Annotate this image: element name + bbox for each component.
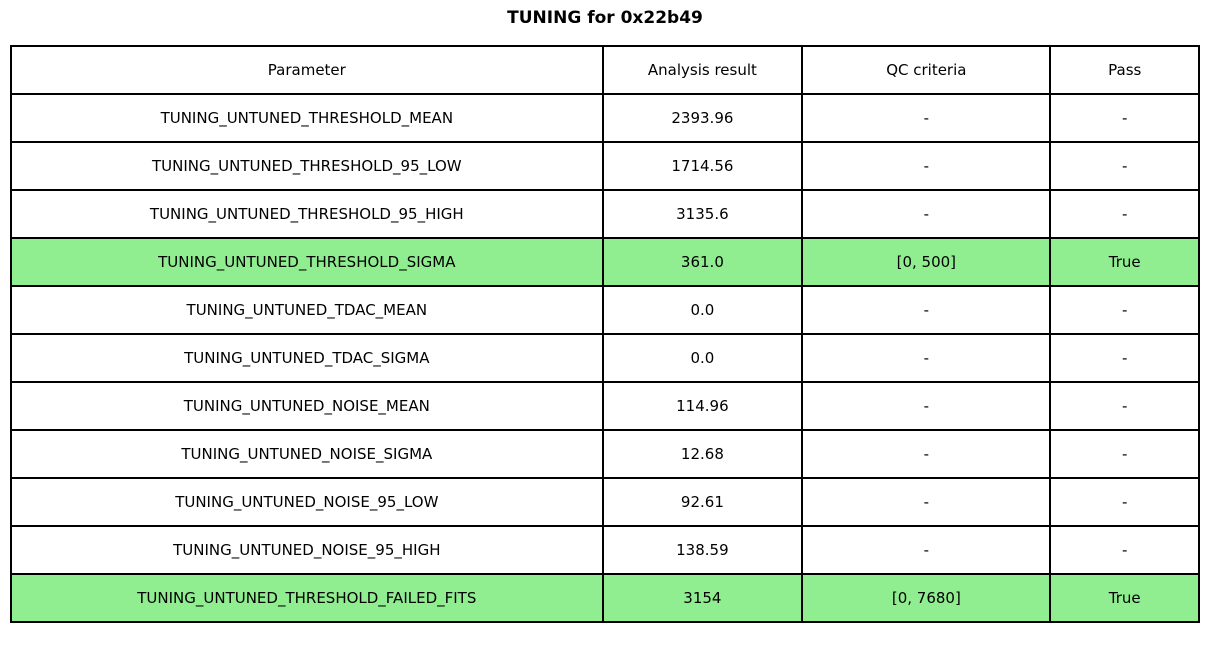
table-row: TUNING_UNTUNED_NOISE_95_HIGH 138.59 - - (10, 525, 1200, 575)
table-row: TUNING_UNTUNED_NOISE_95_LOW 92.61 - - (10, 477, 1200, 527)
cell-qc-criteria: - (801, 93, 1052, 143)
cell-qc-criteria: - (801, 477, 1052, 527)
cell-pass: - (1049, 333, 1200, 383)
cell-parameter: TUNING_UNTUNED_TDAC_SIGMA (10, 333, 604, 383)
cell-analysis-result: 12.68 (601, 429, 804, 479)
cell-parameter: TUNING_UNTUNED_THRESHOLD_MEAN (10, 93, 604, 143)
cell-analysis-result: 3135.6 (601, 189, 804, 239)
table-row: TUNING_UNTUNED_THRESHOLD_95_HIGH 3135.6 … (10, 189, 1200, 239)
cell-analysis-result: 0.0 (601, 333, 804, 383)
page-title: TUNING for 0x22b49 (507, 8, 703, 28)
cell-pass: - (1049, 429, 1200, 479)
cell-pass: - (1049, 285, 1200, 335)
cell-parameter: TUNING_UNTUNED_THRESHOLD_FAILED_FITS (10, 573, 604, 623)
cell-analysis-result: 1714.56 (601, 141, 804, 191)
cell-qc-criteria: [0, 7680] (801, 573, 1052, 623)
table-header-row: Parameter Analysis result QC criteria Pa… (10, 45, 1200, 95)
cell-qc-criteria: - (801, 525, 1052, 575)
table-row: TUNING_UNTUNED_THRESHOLD_MEAN 2393.96 - … (10, 93, 1200, 143)
column-header-parameter: Parameter (10, 45, 604, 95)
cell-analysis-result: 361.0 (601, 237, 804, 287)
cell-pass: - (1049, 93, 1200, 143)
cell-analysis-result: 2393.96 (601, 93, 804, 143)
column-header-pass: Pass (1049, 45, 1200, 95)
table-row: TUNING_UNTUNED_THRESHOLD_95_LOW 1714.56 … (10, 141, 1200, 191)
cell-parameter: TUNING_UNTUNED_NOISE_MEAN (10, 381, 604, 431)
cell-qc-criteria: - (801, 429, 1052, 479)
cell-pass: True (1049, 573, 1200, 623)
cell-analysis-result: 0.0 (601, 285, 804, 335)
qc-results-table: Parameter Analysis result QC criteria Pa… (10, 45, 1200, 623)
cell-analysis-result: 114.96 (601, 381, 804, 431)
cell-analysis-result: 92.61 (601, 477, 804, 527)
table-row: TUNING_UNTUNED_TDAC_SIGMA 0.0 - - (10, 333, 1200, 383)
table-row: TUNING_UNTUNED_TDAC_MEAN 0.0 - - (10, 285, 1200, 335)
cell-parameter: TUNING_UNTUNED_THRESHOLD_95_HIGH (10, 189, 604, 239)
cell-qc-criteria: - (801, 381, 1052, 431)
cell-analysis-result: 138.59 (601, 525, 804, 575)
cell-pass: - (1049, 189, 1200, 239)
column-header-qc-criteria: QC criteria (801, 45, 1052, 95)
cell-pass: - (1049, 525, 1200, 575)
cell-pass: - (1049, 141, 1200, 191)
column-header-analysis-result: Analysis result (601, 45, 804, 95)
table-row: TUNING_UNTUNED_THRESHOLD_FAILED_FITS 315… (10, 573, 1200, 623)
cell-parameter: TUNING_UNTUNED_NOISE_95_LOW (10, 477, 604, 527)
table-row: TUNING_UNTUNED_THRESHOLD_SIGMA 361.0 [0,… (10, 237, 1200, 287)
cell-qc-criteria: - (801, 333, 1052, 383)
cell-parameter: TUNING_UNTUNED_THRESHOLD_95_LOW (10, 141, 604, 191)
table-row: TUNING_UNTUNED_NOISE_SIGMA 12.68 - - (10, 429, 1200, 479)
table-row: TUNING_UNTUNED_NOISE_MEAN 114.96 - - (10, 381, 1200, 431)
cell-qc-criteria: - (801, 189, 1052, 239)
cell-parameter: TUNING_UNTUNED_TDAC_MEAN (10, 285, 604, 335)
cell-pass: - (1049, 477, 1200, 527)
cell-pass: - (1049, 381, 1200, 431)
cell-qc-criteria: - (801, 141, 1052, 191)
cell-parameter: TUNING_UNTUNED_NOISE_SIGMA (10, 429, 604, 479)
cell-pass: True (1049, 237, 1200, 287)
cell-parameter: TUNING_UNTUNED_THRESHOLD_SIGMA (10, 237, 604, 287)
cell-parameter: TUNING_UNTUNED_NOISE_95_HIGH (10, 525, 604, 575)
cell-qc-criteria: [0, 500] (801, 237, 1052, 287)
cell-analysis-result: 3154 (601, 573, 804, 623)
cell-qc-criteria: - (801, 285, 1052, 335)
